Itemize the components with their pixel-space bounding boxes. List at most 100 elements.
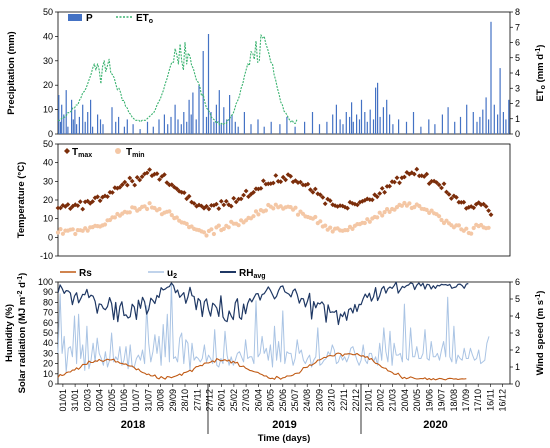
date-tick-label: 26/05 — [266, 389, 276, 412]
tmax-point — [162, 172, 167, 177]
date-tick-label: 23/10 — [327, 389, 337, 412]
wind-axis-tick-label: 1 — [515, 362, 520, 372]
precip-bar — [132, 124, 134, 134]
tmax-point — [154, 171, 160, 177]
temp-axis-tick-label: 50 — [43, 139, 53, 149]
humidity-axis-tick-label: 30 — [43, 348, 53, 358]
precip-bar — [490, 21, 492, 134]
tmax-point — [132, 182, 138, 188]
tmax-point — [298, 179, 303, 185]
precip-bar — [479, 116, 481, 134]
tmax-point — [293, 178, 298, 183]
precip-bar — [349, 116, 351, 134]
tmax-point — [283, 177, 288, 183]
tmax-point — [377, 191, 383, 196]
precip-bar — [71, 99, 73, 134]
date-tick-label: 17/09 — [461, 389, 471, 412]
date-tick-label: 16/12 — [498, 389, 508, 412]
precip-bar — [99, 119, 102, 134]
tmin-point — [293, 205, 298, 210]
tmin-point — [58, 227, 63, 232]
panel-2-ticks: -10 0 10 20 30 40 50 — [40, 139, 58, 261]
tmax-point — [223, 198, 229, 204]
precip-bar — [126, 119, 128, 134]
wind-axis-tick-label: 2 — [515, 345, 520, 355]
temp-axis-tick-label: 0 — [48, 232, 53, 242]
date-tick-label: 01/06 — [119, 389, 129, 412]
date-tick-label: 25/02 — [229, 389, 239, 412]
eto-axis-tick-label: 3 — [515, 83, 520, 93]
u2-line — [57, 283, 490, 373]
tmin-point — [385, 207, 390, 212]
tmax-point — [322, 201, 328, 207]
tmin-point — [365, 217, 370, 222]
panel-1-right-ticks: 0 1 2 3 4 5 6 7 8 — [510, 7, 520, 139]
precip-bar — [82, 104, 84, 134]
tmax-point — [124, 182, 130, 188]
wind-axis-tick-label: 5 — [515, 294, 520, 304]
date-tick-label: 28/10 — [180, 389, 190, 412]
tmax-point — [117, 184, 123, 190]
tmax-point — [411, 171, 417, 177]
tmax-point — [147, 167, 152, 172]
date-tick-label: 31/07 — [143, 389, 153, 412]
tmax-point — [85, 198, 91, 204]
tmax-point — [414, 166, 420, 172]
precip-bar — [152, 126, 154, 134]
precip-bar — [412, 112, 415, 134]
tmax-point — [347, 199, 353, 205]
date-tick-label: 02/04 — [95, 389, 105, 412]
tmax-point — [87, 201, 93, 206]
tmax-point — [251, 189, 256, 195]
tmax-point — [317, 192, 323, 198]
legend-p-swatch — [68, 14, 82, 21]
precip-bar — [67, 126, 69, 134]
tmin-point — [157, 206, 162, 212]
date-tick-labels: 01/01 31/01 02/03 02/04 02/05 01/06 01/07 31/07… — [58, 384, 508, 412]
precip-bar — [485, 97, 487, 134]
date-tick-label: 20/02 — [376, 389, 386, 412]
date-tick-label: 01/01 — [58, 389, 68, 412]
precip-bar — [202, 51, 204, 134]
tmax-point — [327, 198, 333, 204]
precip-bar — [220, 124, 222, 134]
tmax-point — [486, 208, 491, 213]
tmax-point — [397, 180, 402, 186]
date-tick-label: 26/01 — [217, 389, 227, 412]
tmax-point — [441, 181, 447, 187]
date-tick-label: 19/07 — [437, 389, 447, 412]
tmax-point — [97, 198, 103, 204]
wind-axis-tick-label: 4 — [515, 311, 520, 321]
precip-bar — [476, 121, 478, 134]
eto-series-line — [58, 34, 298, 126]
tmin-point — [392, 207, 397, 212]
rh-line — [57, 281, 469, 326]
tmin-point — [271, 206, 276, 211]
precipitation-bars — [58, 21, 510, 134]
precip-bar — [352, 121, 354, 134]
precip-axis-tick-label: 40 — [43, 31, 53, 41]
tmin-point — [417, 203, 422, 209]
panel-3-right-ticks: 0 1 2 3 4 5 6 — [510, 277, 520, 389]
tmax-point — [68, 206, 73, 211]
precip-bar — [454, 121, 456, 134]
tmax-point — [449, 196, 454, 201]
tmin-point — [367, 219, 372, 224]
tmax-point — [305, 181, 311, 187]
precip-bar — [195, 119, 197, 134]
eto-axis-tick-label: 0 — [515, 129, 520, 139]
tmin-point — [313, 214, 318, 220]
tmax-point — [127, 175, 133, 181]
tmax-point — [169, 182, 175, 188]
tmax-point — [295, 180, 301, 185]
date-tick-label: 23/09 — [314, 389, 324, 412]
humidity-axis-tick-label: 90 — [43, 287, 53, 297]
legend-rs-label: Rs — [79, 268, 92, 279]
tmax-point — [176, 188, 182, 194]
date-tick-label: 25/06 — [278, 389, 288, 412]
panel-3-humidity-label: Humidity (%) — [4, 304, 15, 362]
tmin-point — [132, 205, 137, 210]
tmax-point — [392, 179, 397, 185]
tmax-points — [55, 166, 494, 218]
precip-bar — [377, 82, 379, 134]
